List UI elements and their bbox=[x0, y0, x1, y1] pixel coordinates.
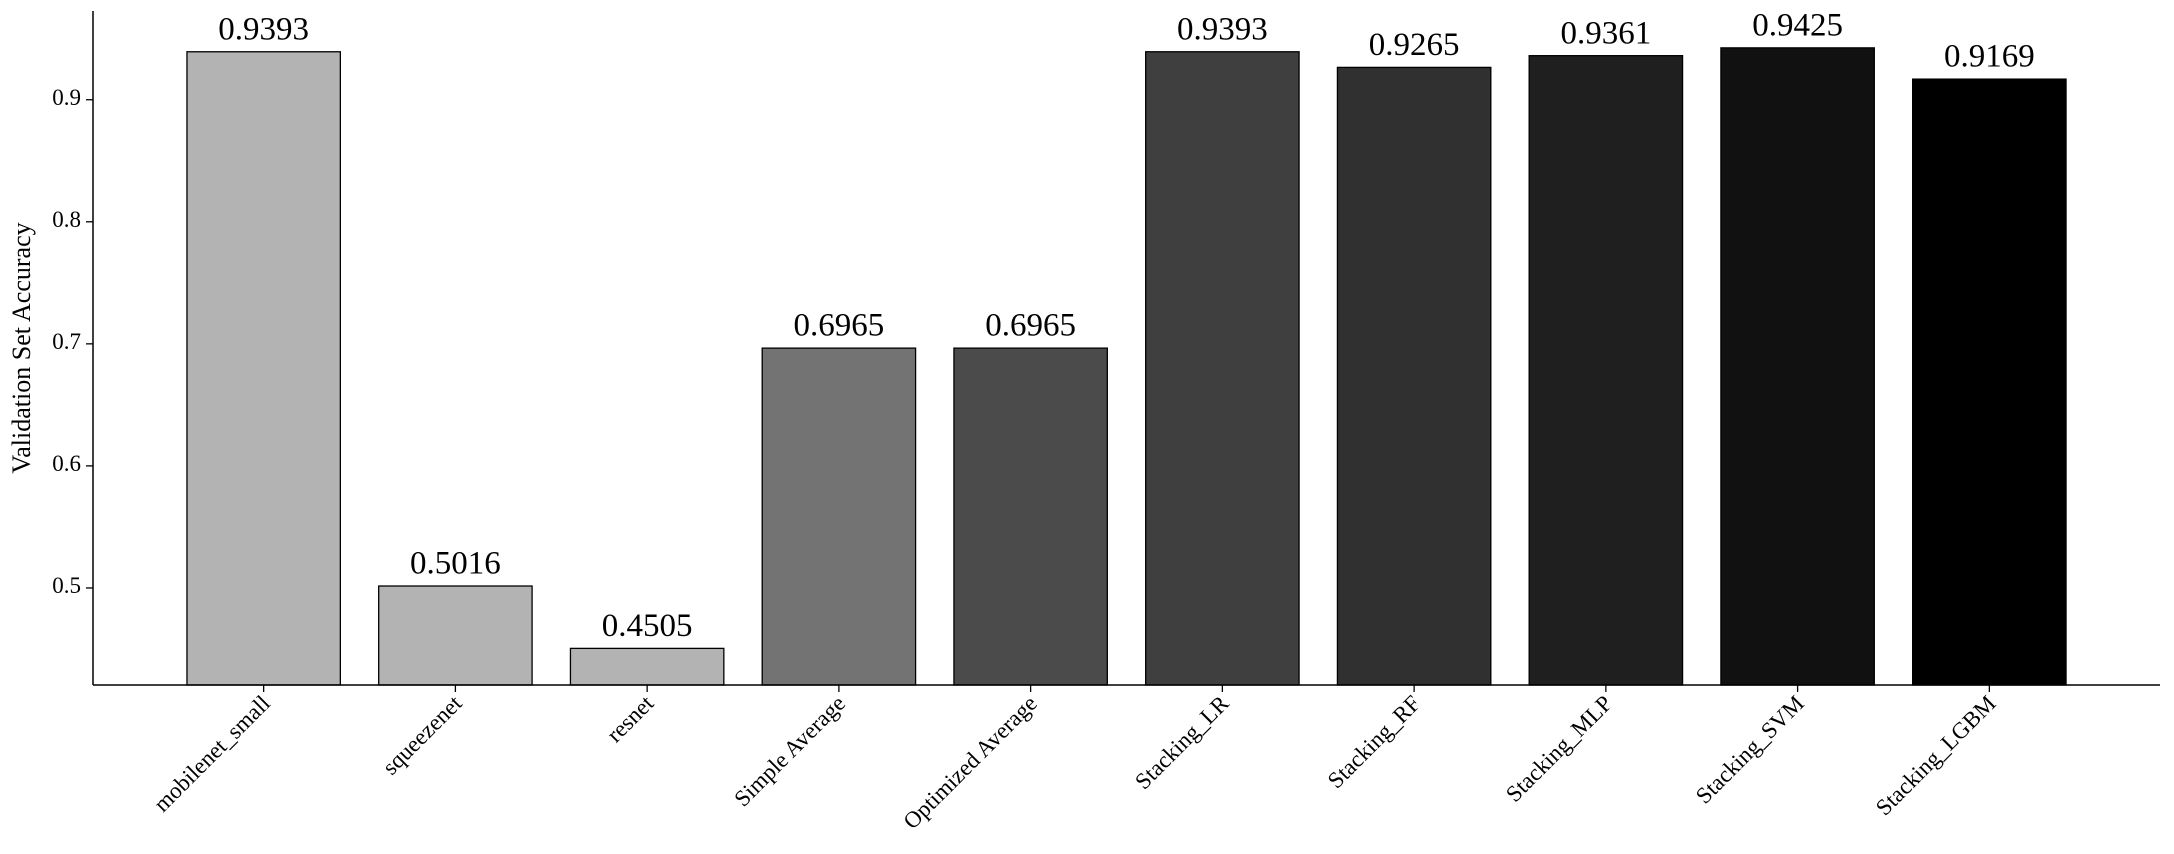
y-tick-label: 0.9 bbox=[52, 85, 81, 110]
y-axis-label: Validation Set Accuracy bbox=[7, 222, 36, 473]
bar bbox=[186, 51, 341, 686]
value-label: 0.6965 bbox=[794, 308, 885, 344]
bar bbox=[1336, 66, 1492, 686]
value-label: 0.9265 bbox=[1369, 27, 1460, 63]
x-tick-label: Stacking_RF bbox=[1323, 691, 1426, 794]
x-tick-label: Stacking_MLP bbox=[1501, 691, 1617, 807]
value-label: 0.9393 bbox=[1177, 11, 1268, 47]
x-tick-label: squeezenet bbox=[378, 690, 467, 779]
bar bbox=[1528, 55, 1684, 686]
bar bbox=[953, 347, 1108, 686]
x-tick-label: resnet bbox=[602, 690, 659, 747]
y-tick-label: 0.8 bbox=[52, 207, 81, 232]
x-tick-label: mobilenet_small bbox=[149, 691, 275, 817]
bar bbox=[569, 647, 725, 686]
value-label: 0.4505 bbox=[602, 608, 693, 644]
y-tick-label: 0.6 bbox=[52, 451, 81, 476]
value-label: 0.9361 bbox=[1560, 15, 1651, 51]
y-tick-label: 0.5 bbox=[52, 573, 81, 598]
bar bbox=[761, 347, 917, 686]
x-tick-label: Stacking_LGBM bbox=[1871, 691, 2001, 821]
x-tick-label: Stacking_SVM bbox=[1691, 691, 1809, 809]
x-tick-label: Stacking_LR bbox=[1130, 690, 1234, 794]
value-label: 0.9425 bbox=[1752, 7, 1843, 43]
value-label: 0.9169 bbox=[1944, 39, 2035, 75]
x-tick-label: Simple Average bbox=[729, 691, 850, 812]
x-tick-label: Optimized Average bbox=[899, 691, 1042, 834]
bar bbox=[378, 585, 533, 686]
bar bbox=[1912, 78, 2067, 686]
y-tick-label: 0.7 bbox=[52, 329, 81, 354]
value-label: 0.5016 bbox=[410, 546, 501, 582]
bar bbox=[1145, 51, 1300, 686]
value-label: 0.9393 bbox=[218, 11, 309, 47]
value-label: 0.6965 bbox=[985, 308, 1076, 344]
bar bbox=[1720, 47, 1875, 686]
